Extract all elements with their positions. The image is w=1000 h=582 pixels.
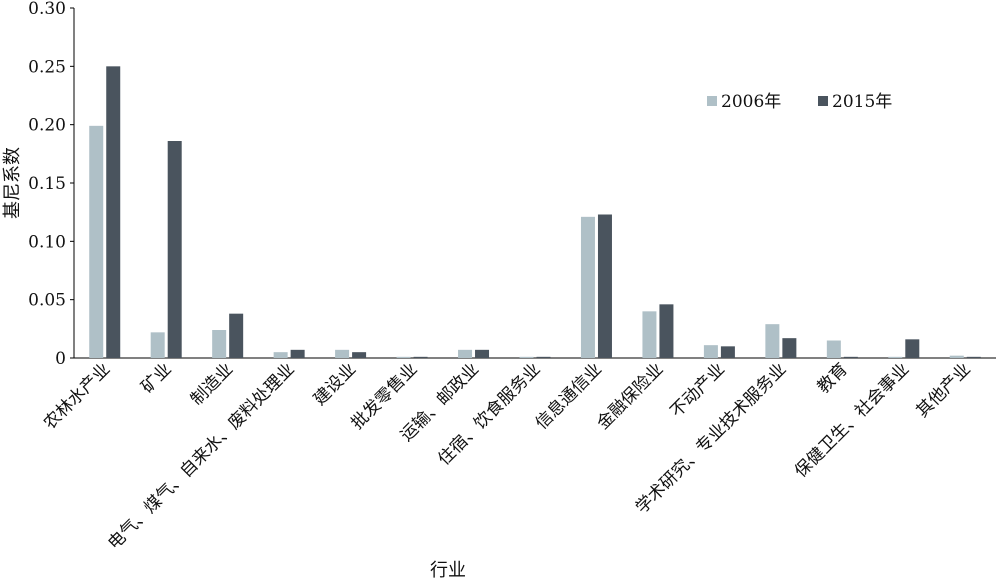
- y-tick-label: 0.30: [28, 0, 66, 19]
- bar-series-1: [458, 349, 473, 358]
- y-tick-label: 0: [55, 349, 66, 369]
- bar-series-2: [536, 356, 551, 358]
- x-category-label: 教育: [814, 359, 852, 397]
- y-tick-label: 0.25: [28, 57, 66, 77]
- bar-series-2: [290, 349, 305, 358]
- bar-series-2: [229, 313, 244, 358]
- bar-series-1: [519, 356, 534, 358]
- bar-series-1: [335, 349, 350, 358]
- x-category-label: 住宿、饮食服务业: [434, 359, 544, 469]
- legend-swatch: [818, 96, 828, 106]
- y-tick-label: 0.05: [28, 291, 66, 311]
- bar-series-2: [720, 346, 735, 358]
- bar-series-1: [826, 340, 841, 358]
- bar-series-1: [273, 352, 288, 358]
- bar-series-1: [580, 216, 595, 358]
- legend-label: 2015年: [832, 92, 892, 112]
- bar-series-1: [703, 345, 718, 358]
- x-category-label: 制造业: [187, 359, 237, 409]
- bar-series-2: [352, 352, 367, 358]
- x-category-label: 保健卫生、社会事业: [791, 359, 913, 481]
- x-category-label: 金融保险业: [593, 359, 667, 433]
- bar-series-1: [642, 311, 657, 358]
- bar-series-1: [949, 355, 964, 358]
- x-axis-title: 行业: [430, 560, 466, 581]
- x-category-label: 建设业: [310, 359, 360, 409]
- bar-series-2: [966, 356, 981, 358]
- bar-series-2: [843, 356, 858, 358]
- bar-series-1: [888, 356, 903, 358]
- x-category-label: 不动产业: [667, 359, 729, 421]
- y-tick-label: 0.10: [28, 232, 66, 252]
- bar-series-2: [597, 214, 612, 358]
- bar-series-2: [905, 339, 920, 358]
- x-category-label: 矿业: [138, 359, 176, 397]
- bar-series-1: [150, 332, 165, 358]
- bar-series-2: [782, 338, 797, 358]
- legend-swatch: [707, 96, 717, 106]
- bar-series-2: [413, 356, 428, 358]
- bar-series-1: [89, 125, 104, 358]
- bar-series-1: [212, 330, 227, 358]
- bar-series-2: [106, 66, 121, 358]
- bar-series-1: [765, 324, 780, 358]
- bar-series-2: [475, 349, 490, 358]
- bar-series-2: [659, 304, 674, 358]
- x-category-label: 其他产业: [913, 359, 975, 421]
- bar-series-1: [396, 356, 411, 358]
- y-tick-label: 0.20: [28, 116, 66, 136]
- y-tick-label: 0.15: [28, 174, 66, 194]
- y-axis-title: 基尼系数: [2, 147, 23, 219]
- legend-label: 2006年: [721, 92, 781, 112]
- x-category-label: 农林水产业: [40, 359, 114, 433]
- bar-series-2: [167, 141, 182, 358]
